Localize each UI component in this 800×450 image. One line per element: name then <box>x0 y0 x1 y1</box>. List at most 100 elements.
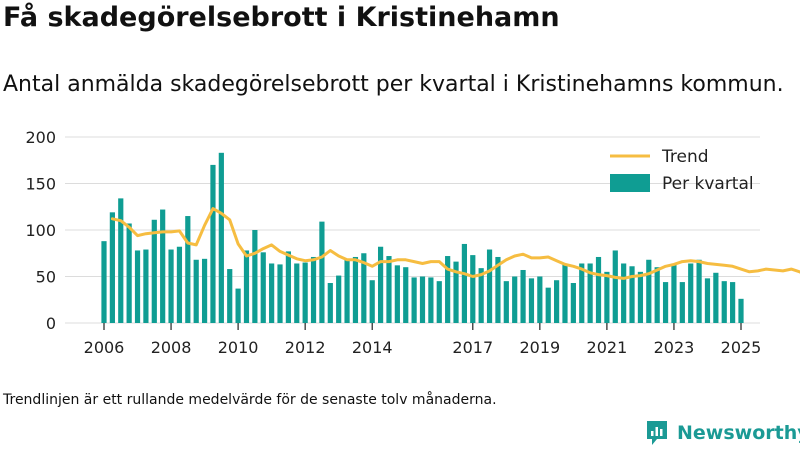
bar <box>721 281 727 323</box>
bar <box>176 246 183 323</box>
bar <box>118 198 124 323</box>
bar <box>252 230 258 323</box>
x-tick-label: 2012 <box>285 338 326 357</box>
bar <box>101 241 107 323</box>
x-tick-label: 2019 <box>519 338 560 357</box>
legend-trend-label: Trend <box>661 147 709 167</box>
bar <box>688 263 694 323</box>
bar <box>604 271 610 323</box>
x-tick-label: 2023 <box>654 338 695 357</box>
bar <box>168 249 174 323</box>
bar <box>595 256 602 323</box>
bar <box>285 251 291 323</box>
bar <box>696 259 702 323</box>
bar <box>436 281 442 323</box>
x-tick-label: 2006 <box>84 338 125 357</box>
footnote: Trendlinjen är ett rullande medelvärde f… <box>3 392 497 408</box>
y-axis-ticks: 0 50 100 150 200 <box>25 128 56 333</box>
x-tick-label: 2017 <box>452 338 493 357</box>
bar <box>151 219 157 323</box>
bar <box>352 256 359 323</box>
bar <box>185 216 191 323</box>
trend-line <box>110 207 800 280</box>
bar <box>445 256 451 323</box>
y-tick-label: 200 <box>25 128 56 147</box>
bar <box>193 259 199 323</box>
legend-bar-label: Per kvartal <box>662 174 754 194</box>
bar <box>277 264 283 323</box>
bar <box>302 262 308 323</box>
bar-series <box>101 152 744 323</box>
bar <box>143 249 149 323</box>
bar <box>646 259 652 323</box>
bar <box>512 276 518 323</box>
x-axis-ticks: 2006 2008 2010 2012 2014 2017 2019 2021 2023 2025 <box>84 323 762 357</box>
y-tick-label: 50 <box>36 268 56 287</box>
bar <box>478 268 484 323</box>
bar <box>386 256 392 323</box>
bar <box>419 276 426 323</box>
legend-bar-swatch <box>610 174 650 192</box>
bar <box>344 259 350 323</box>
chart-title: Få skadegörelsebrott i Kristinehamn <box>3 2 560 33</box>
bar <box>361 253 367 323</box>
bar <box>704 278 711 323</box>
bar <box>411 277 417 323</box>
bar <box>294 263 300 323</box>
bar <box>243 250 250 323</box>
bar <box>629 266 635 323</box>
y-tick-label: 150 <box>25 175 56 194</box>
bar <box>637 271 644 323</box>
bar <box>269 263 275 323</box>
chart-subtitle: Antal anmälda skadegörelsebrott per kvar… <box>3 72 784 97</box>
bar <box>503 281 509 323</box>
bar <box>461 243 468 323</box>
bar <box>403 267 409 323</box>
newsworthy-logo-icon <box>647 421 667 445</box>
bar <box>679 282 685 323</box>
y-tick-label: 0 <box>46 314 56 333</box>
x-tick-label: 2021 <box>587 338 628 357</box>
legend: Trend Per kvartal <box>610 147 754 194</box>
bar <box>562 263 568 323</box>
bar <box>336 275 342 323</box>
bar <box>310 256 317 323</box>
bar <box>520 269 526 323</box>
bar <box>218 152 224 323</box>
bar <box>377 246 384 323</box>
bar <box>738 298 744 323</box>
bar <box>109 212 115 323</box>
bar <box>369 280 375 323</box>
bar <box>730 282 736 323</box>
bar <box>528 278 535 323</box>
bar <box>227 269 233 323</box>
bar <box>394 265 400 323</box>
x-tick-label: 2014 <box>352 338 393 357</box>
bar <box>470 255 476 323</box>
bar <box>671 263 677 323</box>
bar <box>570 283 576 323</box>
bar <box>545 287 551 323</box>
bar <box>260 252 266 323</box>
bar <box>134 250 141 323</box>
x-tick-label: 2010 <box>218 338 259 357</box>
bar <box>486 249 493 323</box>
newsworthy-brand: Newsworthy <box>645 420 800 446</box>
bar <box>654 267 660 323</box>
bar <box>210 164 216 323</box>
bar <box>235 288 241 323</box>
brand-name: Newsworthy <box>677 422 800 444</box>
bar <box>579 263 585 323</box>
bar <box>495 256 501 323</box>
y-tick-label: 100 <box>25 221 56 240</box>
bar <box>428 277 434 323</box>
bar <box>126 223 132 323</box>
x-tick-label: 2025 <box>721 338 762 357</box>
x-tick-label: 2008 <box>151 338 192 357</box>
bar <box>160 209 166 323</box>
bar <box>587 263 593 323</box>
bar <box>537 276 543 323</box>
bar <box>327 283 333 323</box>
bar <box>554 280 560 323</box>
bar <box>612 250 618 323</box>
